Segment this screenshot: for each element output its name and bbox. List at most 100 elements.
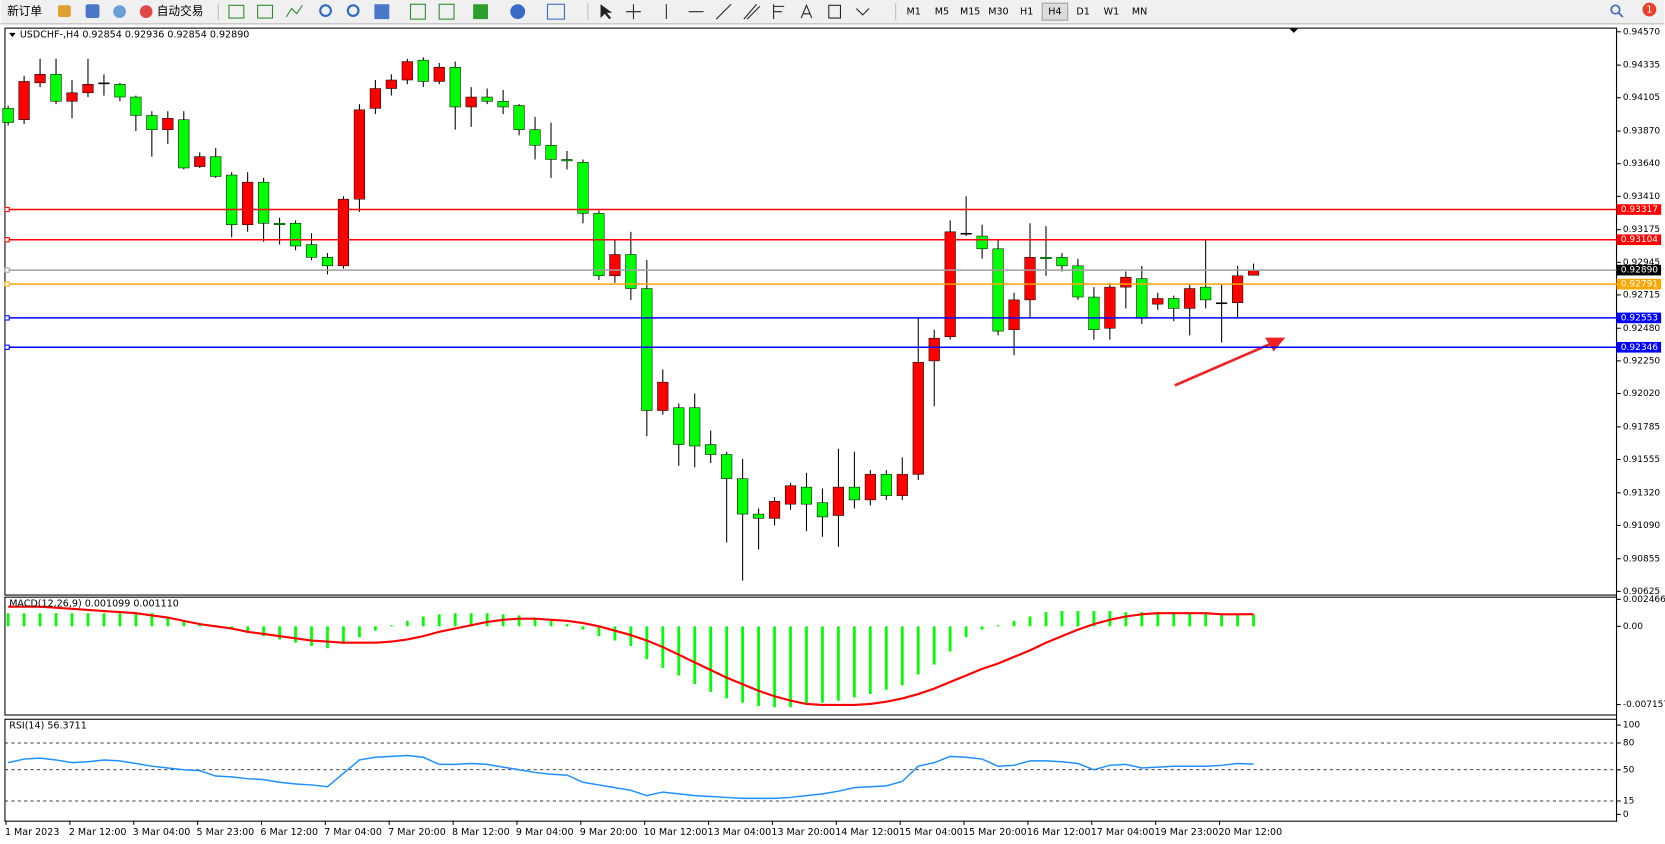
y-tick-label: 0.94570 <box>1623 27 1661 37</box>
candle-body <box>689 407 701 447</box>
candle-body <box>98 82 110 85</box>
x-tick-label: 3 Mar 04:00 <box>133 827 191 838</box>
level-label-bg <box>1616 278 1662 290</box>
candle-body <box>593 213 605 277</box>
candle-body <box>880 474 892 496</box>
trendline-icon[interactable] <box>715 3 732 20</box>
x-tick-label: 15 Mar 04:00 <box>899 827 963 838</box>
candle-body <box>2 108 14 123</box>
timeframe-button[interactable]: D1 <box>1076 7 1089 18</box>
auto-trading-icon[interactable] <box>139 5 153 19</box>
annotation-arrow <box>1174 342 1271 387</box>
level-label-bg <box>1616 234 1662 246</box>
candle-body <box>369 88 381 109</box>
x-tick-label: 17 Mar 04:00 <box>1091 827 1155 838</box>
y-tick-label: 0.91785 <box>1623 422 1660 432</box>
candle-body <box>226 174 238 225</box>
candle-body <box>497 101 509 108</box>
level-label-bg <box>1616 204 1662 215</box>
timeframe-button[interactable]: H4 <box>1048 7 1061 18</box>
search-icon[interactable] <box>1618 12 1624 18</box>
notification-count: 1 <box>1646 5 1652 16</box>
x-tick-label: 7 Mar 20:00 <box>388 827 446 838</box>
level-label: 0.93104 <box>1621 235 1659 245</box>
timeframe-button[interactable]: M15 <box>960 7 980 18</box>
level-handle <box>4 237 10 243</box>
notification-badge[interactable] <box>1642 2 1657 17</box>
y-tick-label: 0.90625 <box>1623 587 1660 597</box>
icon[interactable] <box>285 5 303 18</box>
candle-body <box>705 444 717 455</box>
y-tick-label: 0.90855 <box>1623 554 1660 564</box>
candle-body <box>928 337 940 362</box>
candle-body <box>1184 288 1196 309</box>
candle-body <box>992 248 1004 332</box>
candle-body <box>321 257 334 267</box>
candle-body <box>210 156 222 177</box>
icon[interactable] <box>409 3 426 20</box>
timeframe-button[interactable]: H1 <box>1020 7 1033 18</box>
timeframe-button[interactable]: M30 <box>988 7 1008 18</box>
icon[interactable] <box>257 4 274 19</box>
x-tick-label: 13 Mar 20:00 <box>771 827 835 838</box>
search-icon[interactable] <box>1610 4 1621 15</box>
y-tick-label: 0.92480 <box>1623 324 1661 334</box>
candle-body <box>816 502 829 518</box>
icon[interactable] <box>228 4 245 19</box>
timeframe-button[interactable]: M5 <box>935 7 949 18</box>
candle-body <box>561 159 573 162</box>
x-tick-label: 19 Mar 23:00 <box>1155 827 1219 838</box>
auto-trading-button[interactable]: 自动交易 <box>157 4 204 18</box>
candle-body <box>465 96 477 108</box>
x-tick-label: 13 Mar 04:00 <box>708 827 772 838</box>
y-tick-label: 0.93175 <box>1623 225 1660 235</box>
level-label-bg <box>1616 264 1662 276</box>
cursor-icon[interactable] <box>600 4 613 20</box>
fibo-icon[interactable] <box>773 4 785 20</box>
new-order-button[interactable]: 新订单 <box>7 4 42 18</box>
icon[interactable] <box>510 4 526 20</box>
text-icon[interactable] <box>800 3 813 19</box>
candle-body <box>625 254 637 289</box>
candle-body <box>545 145 557 160</box>
channel-icon[interactable] <box>743 3 761 20</box>
pane-label: USDCHF-,H4 0.92854 0.92936 0.92854 0.928… <box>20 30 250 41</box>
y-tick-label: 0.93870 <box>1623 127 1661 137</box>
zoom-in-icon[interactable] <box>319 4 332 17</box>
level-label: 0.93317 <box>1621 205 1658 215</box>
level-handle <box>4 267 10 273</box>
icon[interactable] <box>85 4 100 19</box>
candle-body <box>1216 302 1228 305</box>
level-handle <box>4 344 10 350</box>
toolbar-bg <box>0 0 1665 24</box>
crosshair-icon[interactable] <box>626 4 641 20</box>
timeframe-button[interactable]: W1 <box>1104 7 1120 18</box>
timeframe-button[interactable]: M1 <box>907 7 921 18</box>
y-tick-label: 0.92715 <box>1623 290 1660 300</box>
candle-body <box>800 486 813 505</box>
candle-body <box>417 59 429 82</box>
label-icon[interactable] <box>828 4 841 19</box>
candle-body <box>385 79 397 89</box>
zoom-out-icon[interactable] <box>346 4 360 17</box>
y-tick-label: 0.92020 <box>1623 389 1661 399</box>
x-tick-label: 8 Mar 12:00 <box>452 827 510 838</box>
y-tick-label: 0.93640 <box>1623 159 1661 169</box>
icon[interactable] <box>473 4 488 20</box>
timeframe-button[interactable]: MN <box>1132 7 1147 18</box>
icon[interactable] <box>58 5 71 17</box>
arrows-icon[interactable] <box>856 8 870 16</box>
macd-signal-line <box>8 605 1254 707</box>
icon[interactable] <box>374 4 390 20</box>
candle-body <box>34 74 46 84</box>
icon[interactable] <box>438 3 455 20</box>
level-handle <box>4 281 10 287</box>
candle-body <box>1040 257 1052 260</box>
candle-body <box>178 119 190 169</box>
icon[interactable] <box>113 5 126 19</box>
candle-body <box>50 74 62 102</box>
candle-body <box>721 454 733 479</box>
icon[interactable] <box>546 3 565 20</box>
candle-body <box>401 61 413 81</box>
candle-body <box>433 66 445 82</box>
